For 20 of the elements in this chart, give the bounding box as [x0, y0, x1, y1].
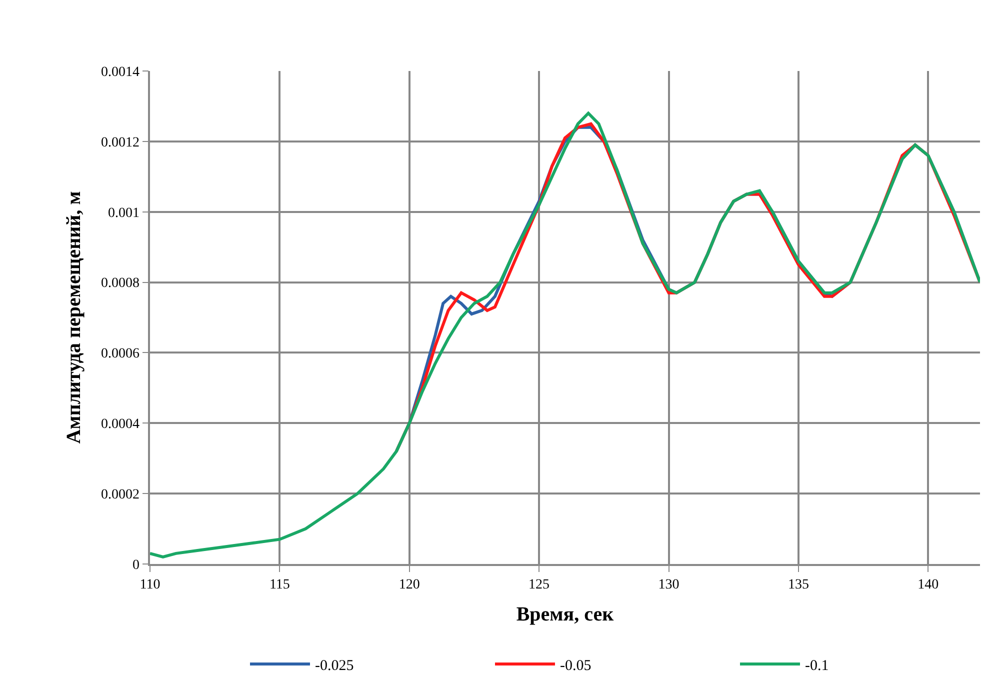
y-tick-label: 0.0014	[100, 64, 140, 80]
legend-label: -0.025	[315, 658, 354, 674]
y-axis-title: Амплитуда перемещений, м	[62, 191, 85, 444]
y-tick-label: 0.0002	[100, 487, 140, 502]
x-tick-label: 120	[398, 578, 420, 593]
x-axis-title: Время, сек	[516, 604, 614, 626]
y-tick-label: 0.0012	[100, 135, 140, 150]
y-tick-label: 0.001	[108, 206, 140, 221]
x-tick-label: 130	[658, 578, 680, 593]
x-tick-label: 115	[269, 578, 290, 593]
legend-label: -0.05	[560, 658, 592, 674]
x-tick-label: 135	[788, 578, 809, 593]
x-tick-label: 125	[528, 578, 550, 593]
y-tick-label: 0.0006	[100, 346, 140, 362]
legend-label: -0.1	[805, 658, 829, 674]
x-tick-label: 110	[140, 578, 160, 593]
x-tick-label: 140	[918, 578, 939, 593]
y-tick-label: 0.0004	[100, 417, 140, 432]
y-tick-label: 0	[132, 558, 140, 573]
y-tick-label: 0.0008	[100, 276, 140, 292]
